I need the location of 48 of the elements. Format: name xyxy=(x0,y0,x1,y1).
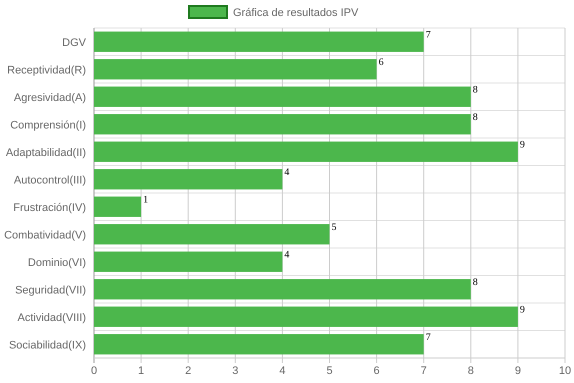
x-tick-label: 0 xyxy=(90,365,98,377)
bar xyxy=(94,142,518,162)
x-tick-label: 6 xyxy=(374,365,380,377)
data-label: 7 xyxy=(426,30,431,41)
bar xyxy=(94,114,471,134)
bar xyxy=(94,252,282,272)
bar xyxy=(94,86,471,107)
x-tick-label: 5 xyxy=(326,365,333,377)
y-tick-label: Sociabilidad(IX) xyxy=(8,339,86,352)
y-tick-label: Combatividad(V) xyxy=(4,229,86,242)
data-label: 8 xyxy=(472,112,478,124)
y-tick-label: Agresividad(A) xyxy=(14,92,86,104)
y-tick-label: Comprensión(I) xyxy=(10,119,86,132)
bar xyxy=(94,306,518,327)
data-label: 9 xyxy=(520,140,525,151)
bar xyxy=(94,196,142,217)
x-tick-label: 8 xyxy=(468,365,474,377)
data-label: 5 xyxy=(332,222,336,234)
x-tick-label: 2 xyxy=(185,365,192,377)
x-tick-label: 1 xyxy=(138,365,144,377)
data-label: 4 xyxy=(284,167,290,178)
y-tick-label: Dominio(VI) xyxy=(28,256,86,269)
y-tick-label: DGV xyxy=(62,36,87,49)
bar xyxy=(94,334,424,354)
y-tick-label: Actividad(VIII) xyxy=(18,312,86,324)
y-tick-label: Adaptabilidad(II) xyxy=(6,146,86,159)
x-tick-label: 4 xyxy=(279,365,286,377)
x-tick-label: 3 xyxy=(232,365,238,377)
data-label: 7 xyxy=(426,332,431,344)
series-label: Gráfica de resultados IPV xyxy=(233,7,360,19)
x-tick-label: 7 xyxy=(420,365,427,377)
bar xyxy=(94,224,330,244)
x-tick-label: 9 xyxy=(514,365,521,377)
y-tick-label: Receptividad(R) xyxy=(7,64,86,76)
data-label: 1 xyxy=(143,194,148,206)
data-label: 8 xyxy=(472,277,478,288)
bar xyxy=(94,59,377,80)
data-label: 8 xyxy=(472,84,478,96)
y-tick-label: Seguridad(VII) xyxy=(15,284,86,296)
x-tick-label: 10 xyxy=(558,365,572,377)
data-label: 6 xyxy=(378,57,384,68)
bar xyxy=(94,279,471,300)
y-tick-label: Autocontrol(III) xyxy=(14,174,86,186)
data-label: 9 xyxy=(520,304,525,316)
data-label: 4 xyxy=(284,250,290,261)
bar xyxy=(94,32,424,52)
bar xyxy=(94,169,282,190)
y-tick-label: Frustración(IV) xyxy=(13,202,86,214)
